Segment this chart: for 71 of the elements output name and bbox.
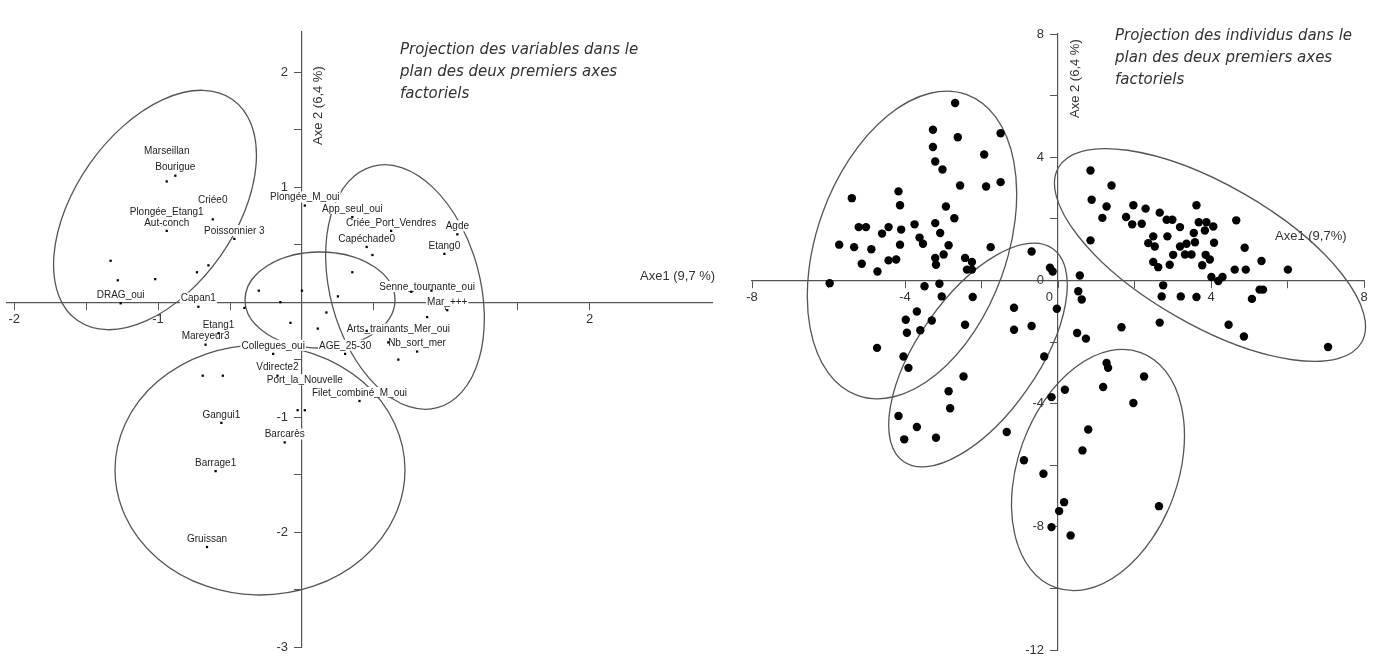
annotation: Poissonnier 3 xyxy=(204,224,266,236)
y-tick-label: 1 xyxy=(280,178,288,194)
annotation: Arts_trainants_Mer_oui xyxy=(346,323,451,335)
point xyxy=(358,399,361,403)
x-tick-label: -8 xyxy=(746,289,758,305)
point xyxy=(211,218,214,221)
annotation: Gruissan xyxy=(186,532,227,544)
annotation: DRAG_oui xyxy=(96,289,145,301)
annotation: Etang0 xyxy=(428,239,461,251)
point xyxy=(397,358,400,361)
annotation: Marseillan xyxy=(143,145,190,157)
annotation: Plongée_Etang1 xyxy=(129,205,205,217)
annotation: Gangui1 xyxy=(202,408,241,420)
annotation: Criée_Port_Vendres xyxy=(346,216,437,228)
annotation: Capan1 xyxy=(180,292,217,304)
point xyxy=(415,350,419,353)
y-tick-label: 8 xyxy=(1036,25,1044,41)
text: Projection des variables dans le plan des deux premiers axes factoriels xyxy=(400,39,640,104)
point xyxy=(109,259,112,262)
x-axis-title: Axe1 (9,7 %) xyxy=(640,268,716,283)
annotation: Aut-conch xyxy=(144,216,190,228)
annotation: Port_la_Nouvelle xyxy=(266,373,344,385)
point xyxy=(204,343,207,346)
annotation: Mareyeur3 xyxy=(181,330,230,342)
annotation: Etang1 xyxy=(202,318,235,330)
point xyxy=(283,441,286,444)
x-tick-label: -2 xyxy=(8,311,20,327)
y-tick-label: -12 xyxy=(1025,641,1044,657)
x-tick-label: 8 xyxy=(1360,289,1368,305)
annotation: Capéchade0 xyxy=(338,232,396,244)
annotation: Filet_combiné_M_oui xyxy=(311,386,408,398)
annotation: Barrage1 xyxy=(195,456,237,468)
x-tick-label: -4 xyxy=(899,289,911,305)
y-tick-label: -1 xyxy=(276,408,288,424)
annotation: Senne_tournante_oui xyxy=(379,280,475,292)
point xyxy=(243,306,246,310)
point xyxy=(325,311,328,314)
annotation: Criée0 xyxy=(198,194,228,206)
annotation: Vdirecte2 xyxy=(256,361,300,373)
y-tick-label: 2 xyxy=(280,63,288,79)
annotation: Barcarès xyxy=(264,428,305,440)
x-tick-label: -1 xyxy=(152,311,164,327)
y-tick-label: -4 xyxy=(1032,395,1044,411)
annotation: Mar_+++ xyxy=(427,295,468,307)
point xyxy=(289,321,292,324)
y-tick-label: -8 xyxy=(1032,518,1044,534)
point xyxy=(443,252,446,255)
point xyxy=(220,421,223,424)
point xyxy=(336,295,340,298)
point xyxy=(207,264,210,267)
annotation: App_seul_oui xyxy=(322,202,383,214)
annotation: Bourigue xyxy=(155,161,196,173)
point xyxy=(316,327,319,330)
annotation: AGE_25-30 xyxy=(318,339,372,351)
y-axis-title: Axe 2 (6,4 %) xyxy=(310,66,325,145)
point xyxy=(303,204,306,207)
annotation: Nb_sort_mer xyxy=(388,337,447,349)
y-tick-label: -3 xyxy=(276,638,288,654)
annotation: Collegues_oui xyxy=(241,339,305,351)
annotation: Plongée_M_oui xyxy=(270,191,340,203)
x-tick-label: 2 xyxy=(586,311,594,327)
y-axis-title: Axe 2 (6,4 %) xyxy=(1067,39,1082,118)
x-tick-label: 4 xyxy=(1207,289,1215,305)
y-tick-label: 4 xyxy=(1036,148,1044,164)
text: Projection des individus dans le plan des deux premiers axes factoriels xyxy=(1115,25,1354,90)
annotation: Agde xyxy=(445,220,470,232)
point xyxy=(371,253,374,257)
x-axis-title: Axe1 (9,7%) xyxy=(1275,228,1347,243)
y-tick-label: -2 xyxy=(276,523,288,539)
point xyxy=(214,469,217,473)
point xyxy=(165,180,168,183)
